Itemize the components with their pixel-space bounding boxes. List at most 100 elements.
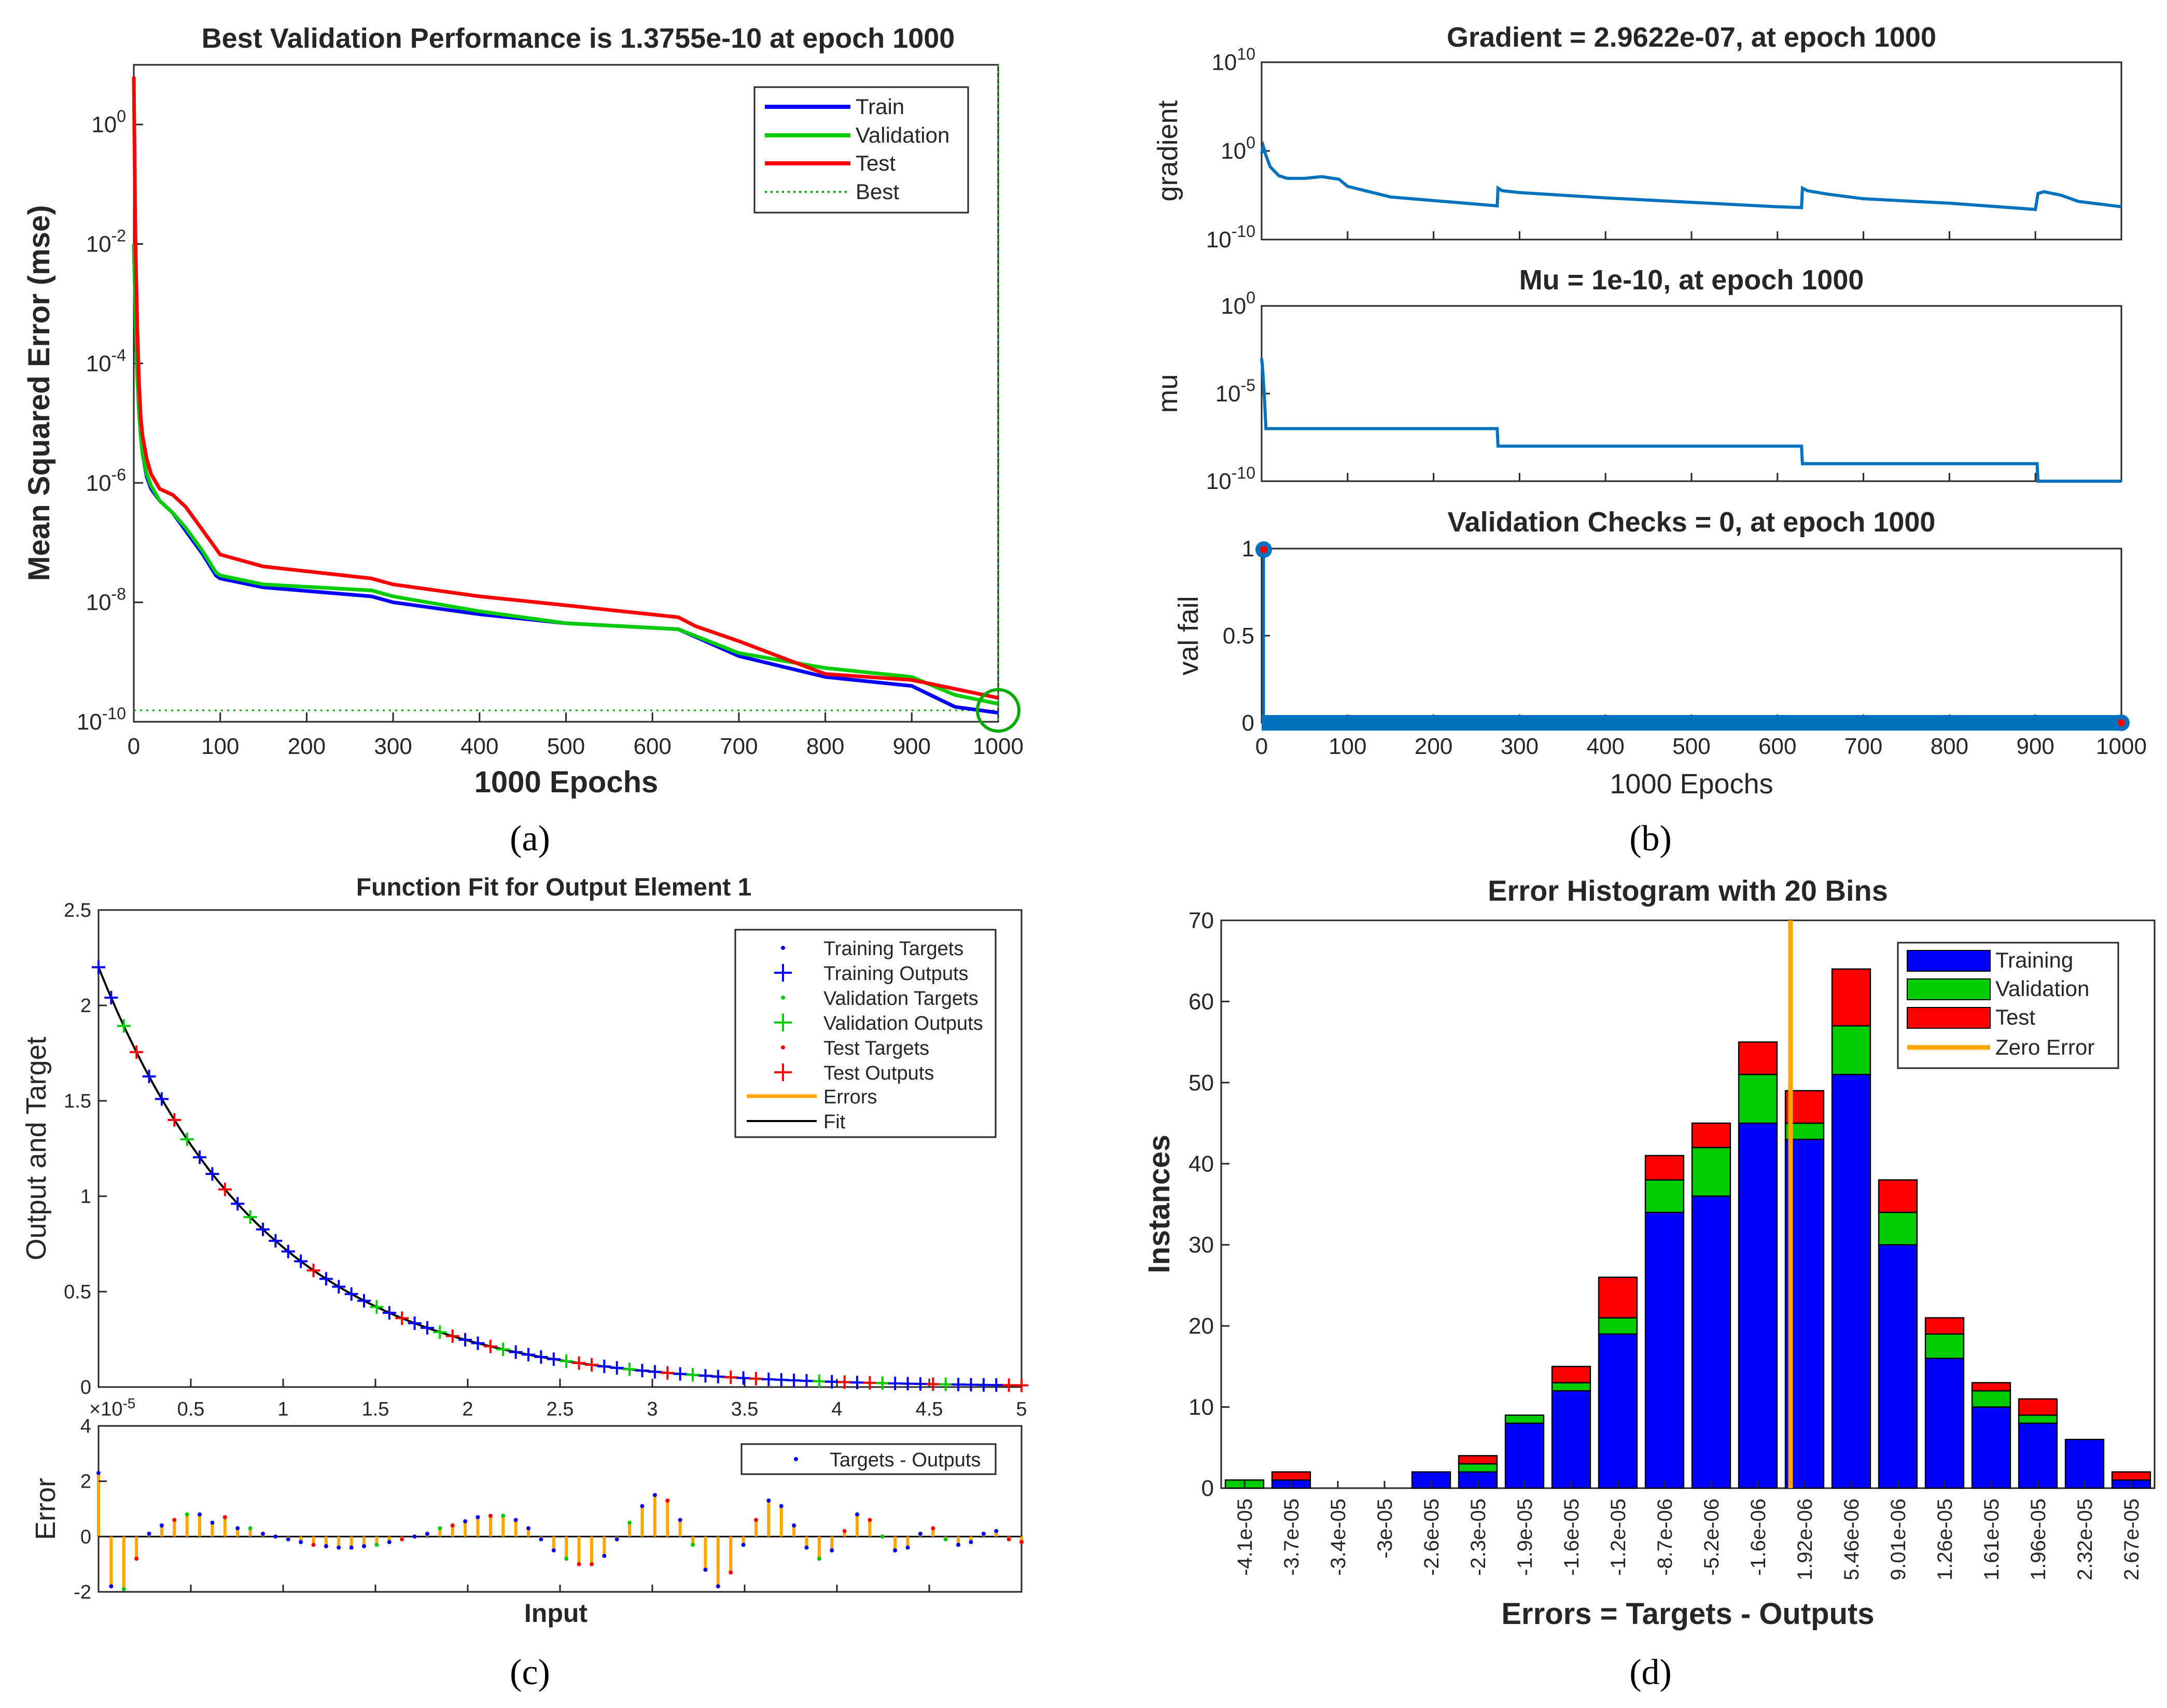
chart-c-error-point [425, 1532, 429, 1536]
chart-c-xlabel: Input [524, 1599, 588, 1628]
chart-b-ytick-label: 10-10 [1206, 222, 1255, 253]
chart-c-error-point [691, 1543, 695, 1547]
chart-c-error-point [198, 1512, 202, 1517]
chart-c-ylabel: Output and Target [21, 1037, 52, 1260]
chart-b-ytick-label: 10-10 [1206, 464, 1255, 494]
chart-d-ytick-label: 20 [1189, 1313, 1214, 1339]
chart-d-xtick-label: 2.67e-05 [2120, 1499, 2143, 1580]
chart-d-bar-validation [1504, 1414, 1545, 1424]
chart-d-ytick-label: 70 [1189, 908, 1214, 933]
chart-c-output-marker [800, 1374, 814, 1388]
chart-d-bar-validation [1644, 1179, 1685, 1213]
chart-d-xtick-label: 1.96e-05 [2027, 1499, 2050, 1580]
chart-c-error-point [172, 1518, 177, 1522]
chart-b-ylabel-valfail: val fail [1173, 596, 1204, 675]
chart-c-error-ytick-label: 4 [80, 1416, 91, 1437]
caption-b: (b) [1629, 819, 1672, 859]
chart-c-output-marker [964, 1378, 978, 1392]
chart-c-error-point [741, 1543, 746, 1547]
chart-c-error-point [400, 1537, 404, 1542]
chart-c-output-marker [1015, 1378, 1028, 1392]
chart-d-bar-validation [1831, 1025, 1871, 1075]
chart-d-xlabel: Errors = Targets - Outputs [1501, 1597, 1874, 1631]
chart-c-error-point [235, 1526, 240, 1531]
caption-c: (c) [510, 1653, 550, 1692]
chart-c-error-point [374, 1543, 379, 1547]
chart-d-bar-validation [1878, 1211, 1918, 1245]
chart-c-output-marker [382, 1306, 396, 1320]
chart-c-errors [96, 1471, 1024, 1591]
chart-c-error-point [969, 1540, 973, 1544]
chart-c-xmultiplier: ×10-5 [89, 1395, 135, 1420]
chart-b-xtick-label: 200 [1415, 734, 1452, 759]
chart-a-ytick-label: 10-2 [86, 227, 126, 257]
chart-d-bar-validation [1551, 1382, 1591, 1392]
chart-d-ytick-label: 60 [1189, 989, 1214, 1014]
chart-c-error-ticks: -2 0 2 4 [74, 1416, 1023, 1603]
chart-c-output-marker [142, 1070, 156, 1084]
chart-d-bar-validation [1738, 1073, 1778, 1124]
chart-d-legend-training: Training [1995, 948, 2073, 972]
chart-d-ytick-label: 0 [1201, 1476, 1214, 1501]
chart-d-bar-training [1878, 1244, 1918, 1489]
chart-c-output-marker [218, 1182, 232, 1196]
chart-d-bar-training [1738, 1122, 1778, 1489]
chart-c-output-marker [167, 1113, 181, 1127]
chart-b-title-mu: Mu = 1e-10, at epoch 1000 [1519, 264, 1864, 296]
chart-c-error-point [981, 1532, 986, 1536]
chart-d-legend-zero-error: Zero Error [1995, 1035, 2094, 1059]
chart-a-ytick-label: 10-4 [86, 346, 126, 376]
chart-c-xtick-label: 3 [647, 1398, 658, 1420]
chart-b-ticks-mu: 10-10 10-5 100 [1206, 288, 2122, 494]
chart-c-error-point [652, 1493, 657, 1497]
chart-c-output-marker [952, 1378, 966, 1392]
chart-a-series-test [132, 76, 999, 700]
chart-c-output-marker [610, 1361, 624, 1375]
chart-c-output-marker [269, 1234, 283, 1248]
chart-a-ytick-label: 100 [91, 107, 126, 137]
chart-d-xtick-label: -1.2e-05 [1607, 1499, 1630, 1576]
chart-c-ytick-label: 0.5 [64, 1281, 91, 1303]
chart-a-xtick-label: 0 [128, 734, 140, 759]
chart-b-xlabel: 1000 Epochs [1610, 768, 1773, 800]
chart-c-error-point [260, 1532, 265, 1536]
chart-b-series-mu [1260, 358, 2121, 483]
chart-c-output-marker [205, 1167, 219, 1181]
chart-c-xtick-label: 3.5 [731, 1398, 759, 1420]
chart-c-output-marker [673, 1367, 687, 1381]
chart-b-xtick-label: 400 [1586, 734, 1624, 759]
chart-d-xtick-label: -5.2e-06 [1700, 1499, 1723, 1576]
chart-c-output-marker [623, 1362, 637, 1376]
chart-c-outputs [92, 960, 1028, 1392]
chart-c-output-marker [1002, 1378, 1016, 1392]
chart-d-bar-test [1551, 1366, 1591, 1383]
chart-c-output-marker [306, 1264, 320, 1278]
chart-b-ytick-label: 10-5 [1215, 376, 1255, 407]
chart-c-output-marker [243, 1210, 257, 1224]
chart-c-error-point [614, 1537, 619, 1542]
chart-c-ytick-label: 2 [80, 995, 91, 1017]
chart-d-ytick-label: 10 [1189, 1395, 1214, 1420]
chart-c-error-legend: Targets - Outputs [740, 1443, 997, 1475]
chart-c-error-point [779, 1504, 784, 1508]
chart-c-ytick-label: 1.5 [64, 1090, 91, 1112]
chart-c-error-point [501, 1514, 506, 1518]
chart-c-error-point [337, 1545, 341, 1550]
chart-b-ytick-label: 100 [1221, 288, 1255, 319]
chart-c-error-point [804, 1545, 809, 1550]
chart-c-error-point [753, 1518, 758, 1522]
chart-c-xtick-label: 4 [831, 1398, 842, 1420]
chart-c-error-point [159, 1523, 164, 1528]
chart-c-output-marker [496, 1342, 510, 1356]
chart-d-xtick-label: 1.26e-05 [1934, 1499, 1956, 1580]
chart-d-xtick-label: -1.6e-06 [1747, 1499, 1770, 1576]
chart-c-output-marker [837, 1375, 851, 1389]
chart-c-output-marker [711, 1369, 725, 1383]
chart-a-xtick-label: 400 [460, 734, 498, 759]
chart-b-valfail-marker-end [2118, 719, 2125, 726]
chart-b-ytick-label: 1010 [1211, 45, 1255, 75]
chart-c-error-ytick-label: -2 [74, 1581, 91, 1603]
chart-b-axes-gradient [1261, 61, 2122, 241]
chart-c-error-point [1006, 1537, 1011, 1542]
chart-c-output-marker [534, 1350, 548, 1364]
